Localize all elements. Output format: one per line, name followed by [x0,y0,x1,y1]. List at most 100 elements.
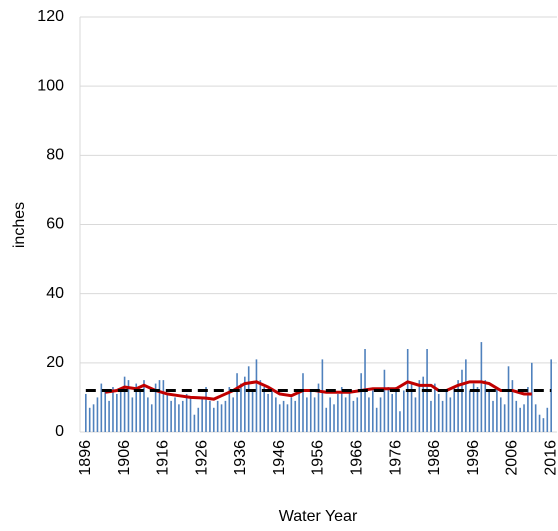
bar [209,400,211,432]
y-tick-label: 20 [46,354,64,371]
bar [135,383,138,432]
bar [247,366,250,432]
bar [418,380,421,432]
x-tick-label: 1996 [465,440,482,476]
bar [170,400,172,432]
bar [527,387,529,432]
bar [538,414,541,432]
x-tick-label: 1966 [348,440,365,476]
bar [290,397,293,432]
bar [181,400,184,432]
bar [360,373,362,432]
bar [340,387,343,432]
bar [403,390,405,432]
bar [286,404,289,432]
bar [271,390,273,432]
bar [220,404,223,432]
bar [139,390,141,432]
bar [321,359,324,432]
bar [205,387,207,432]
bar [399,411,401,432]
bar [92,404,95,432]
bar [112,387,114,432]
bar [313,397,316,432]
bar [356,397,359,432]
bar [185,393,188,432]
bar [228,387,231,432]
bar [197,407,200,432]
bar [255,359,258,432]
bar [348,390,351,432]
bar [519,407,521,432]
bar [437,393,440,432]
bar [309,390,312,432]
bar [88,407,91,432]
y-tick-label: 80 [46,147,64,164]
bar [259,380,262,432]
bar [484,380,487,432]
bar [150,404,153,432]
bar [457,380,459,432]
bar [201,397,203,432]
bar [267,393,269,432]
x-tick-label: 1986 [426,440,443,476]
bar [546,407,549,432]
y-tick-label: 100 [37,77,64,94]
bar [523,404,525,432]
bar [96,397,99,432]
bar [414,397,417,432]
bar [193,414,196,432]
bar [162,380,165,432]
bar [387,387,390,432]
bar [212,407,215,432]
bar [116,393,118,432]
x-tick-label: 1906 [116,440,133,476]
bar [131,397,134,432]
bar [445,390,448,432]
bar [515,400,518,432]
x-tick-label: 1976 [387,440,404,476]
bar [123,376,126,432]
bar [453,387,456,432]
bar [496,387,498,432]
bar [282,400,285,432]
bar [488,390,490,432]
bar [302,373,304,432]
bar [104,390,107,432]
x-tick-label: 1916 [155,440,172,476]
bar [100,383,103,432]
bar [542,418,545,432]
bar [503,404,506,432]
bar [465,359,467,432]
x-tick-label: 2016 [542,440,558,476]
bar [337,393,339,432]
bar [127,380,130,432]
bar [434,383,436,432]
bar [550,359,552,432]
bar [375,407,378,432]
bar [244,376,246,432]
bar [472,383,475,432]
bar [468,390,471,432]
bar [166,393,169,432]
bar [158,380,161,432]
bar [236,373,238,432]
bar [147,397,149,432]
bar [368,397,370,432]
bar [499,397,502,432]
bar [441,400,444,432]
bar [379,397,382,432]
bar [174,397,176,432]
x-tick-label: 1926 [193,440,210,476]
y-tick-label: 0 [55,423,64,440]
bar [224,400,227,432]
x-tick-label: 1946 [271,440,288,476]
bar [352,400,355,432]
bar [430,400,432,432]
bar [317,383,320,432]
bar [480,342,483,432]
bar [278,404,281,432]
bar [333,404,335,432]
bar [306,397,308,432]
